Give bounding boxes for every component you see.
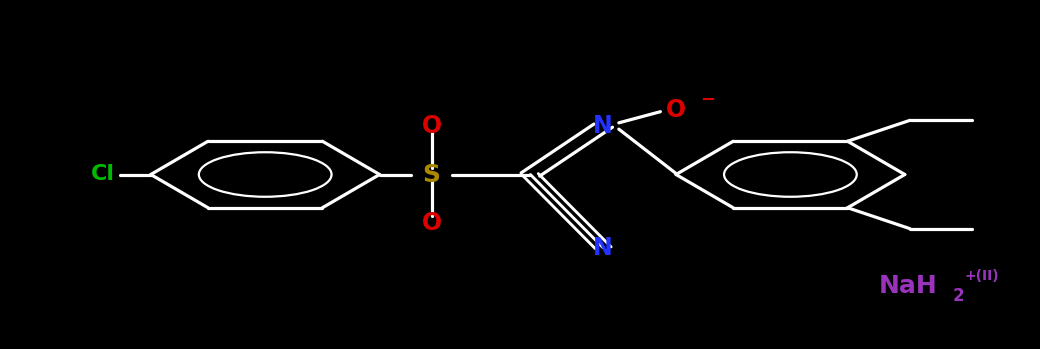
- Text: N: N: [594, 114, 613, 138]
- Text: 2: 2: [953, 287, 964, 305]
- Text: Cl: Cl: [90, 164, 115, 185]
- Text: O: O: [421, 211, 442, 235]
- Text: N: N: [594, 236, 613, 260]
- Text: S: S: [422, 163, 441, 186]
- Text: O: O: [421, 114, 442, 138]
- Text: NaH: NaH: [879, 274, 937, 298]
- Text: O: O: [666, 98, 686, 122]
- Text: −: −: [700, 90, 714, 109]
- Text: +(II): +(II): [964, 269, 998, 283]
